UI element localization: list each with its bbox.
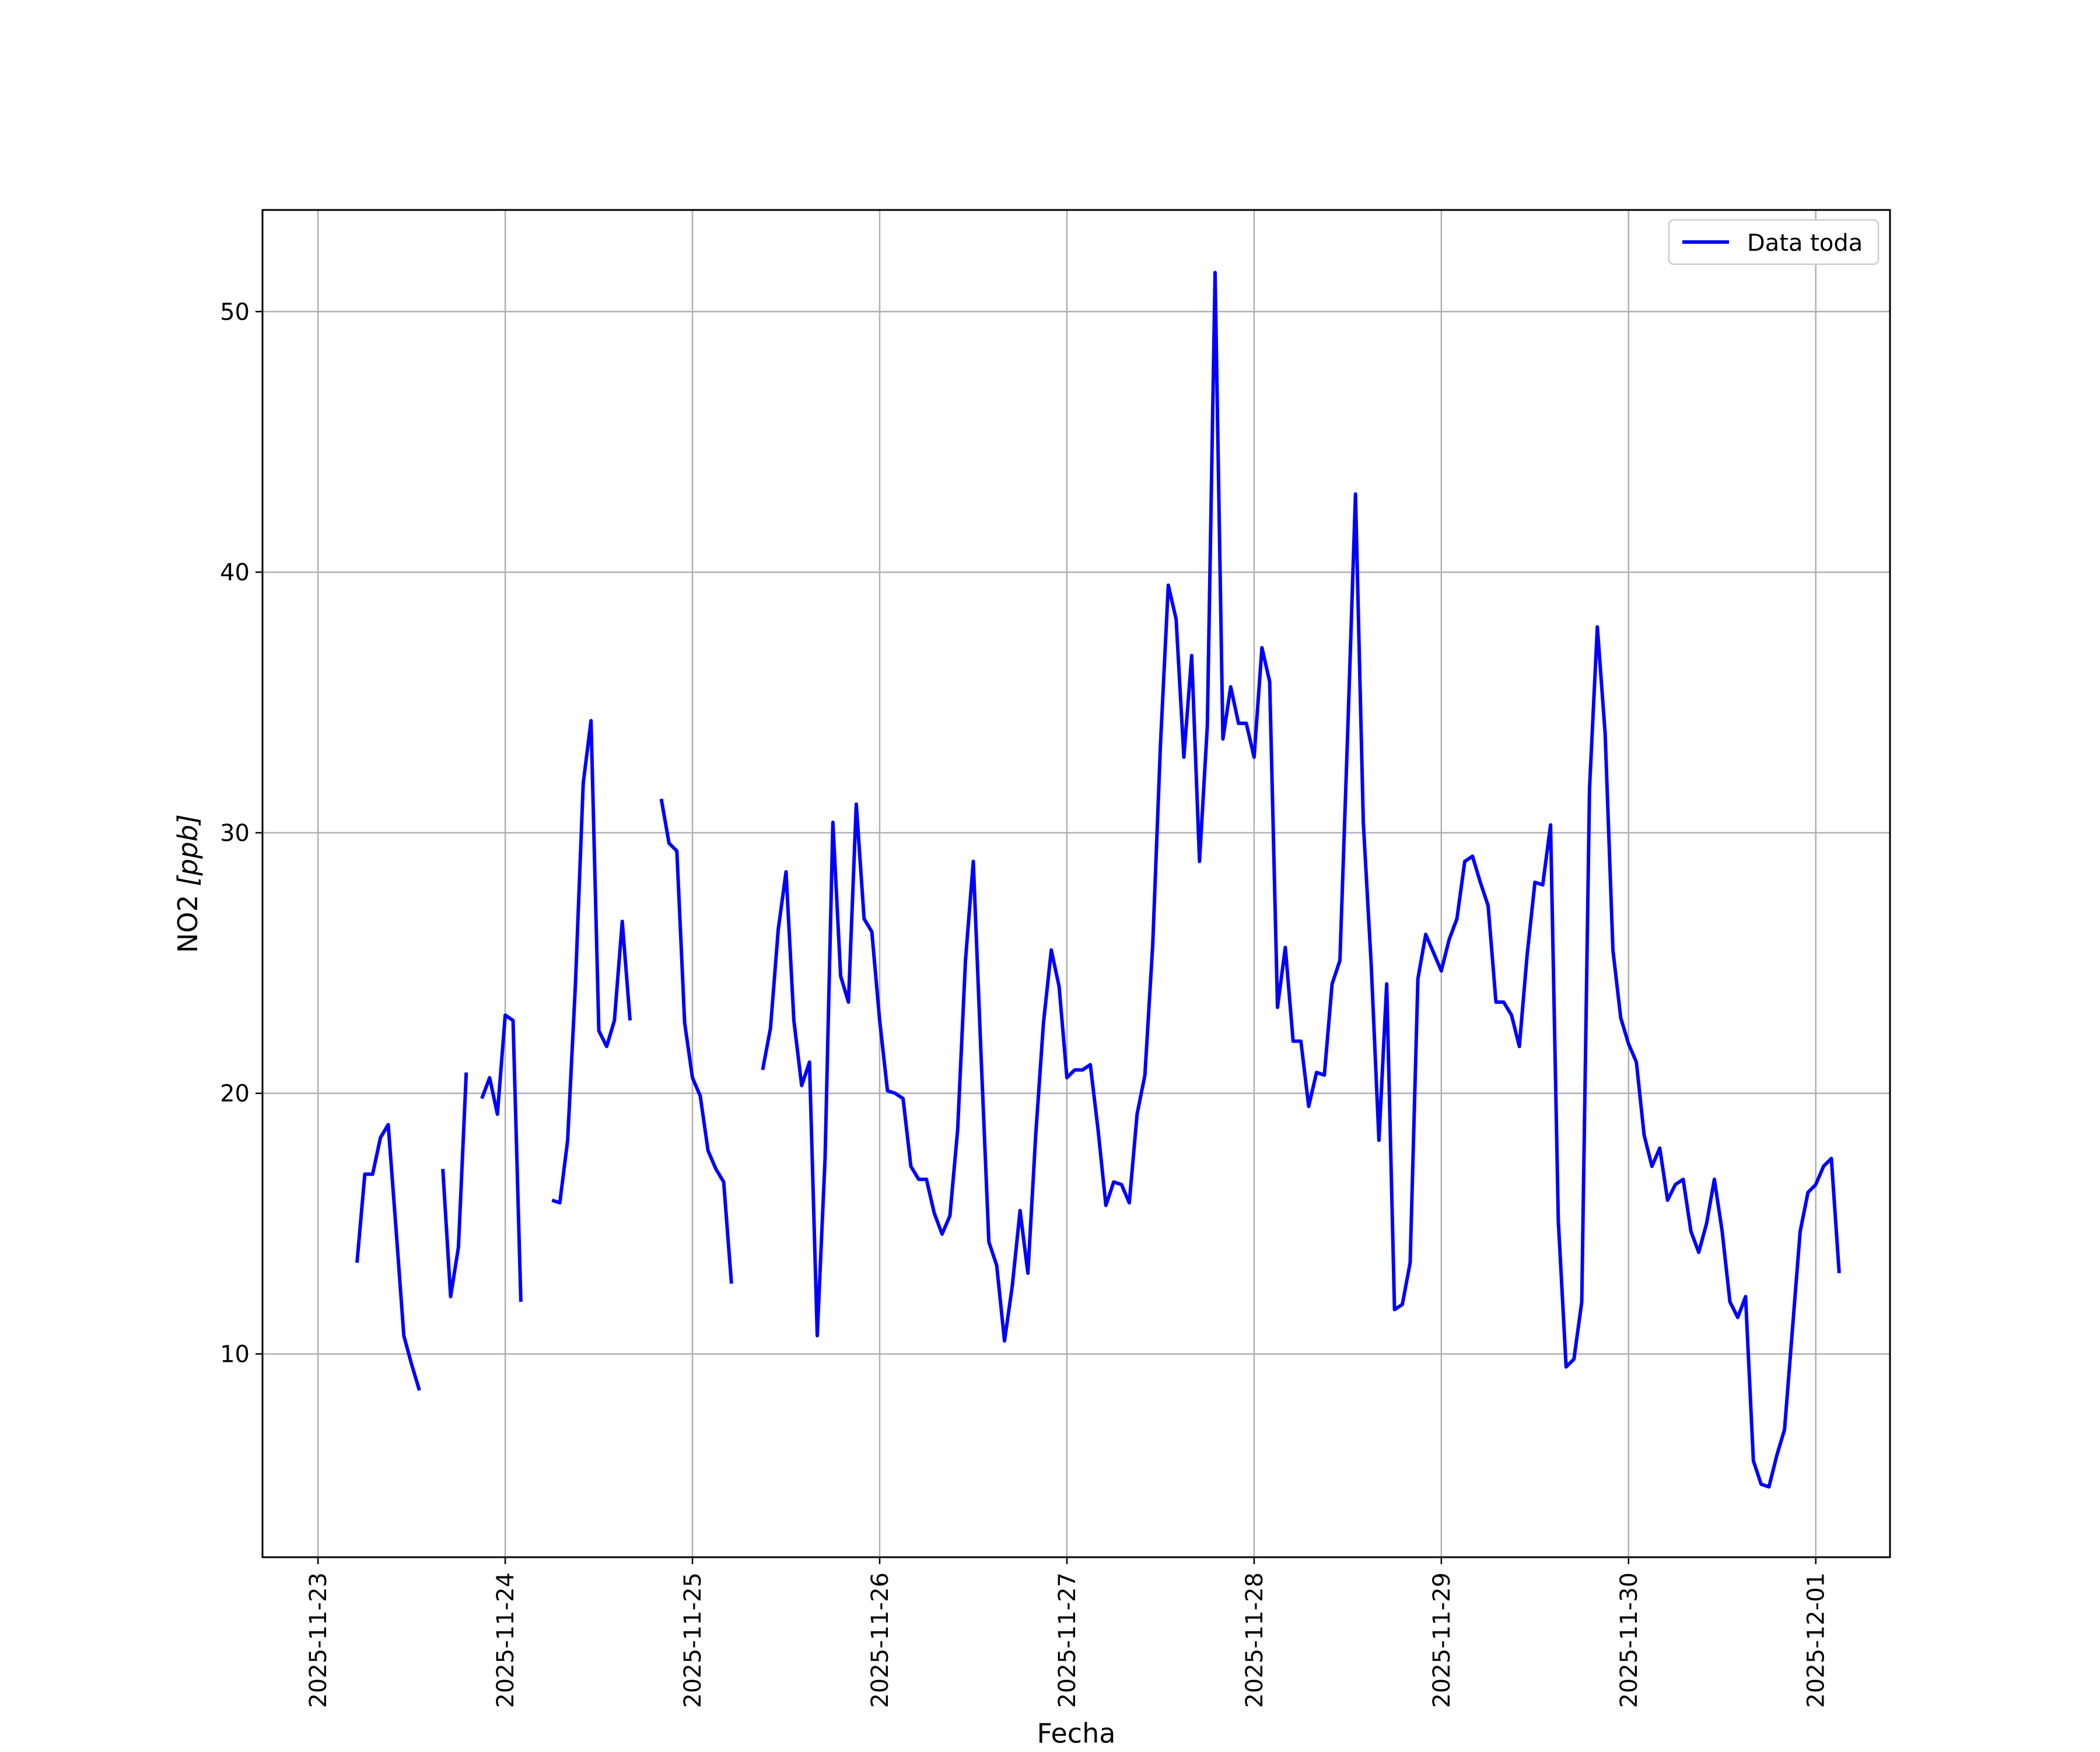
y-tick-label: 30 xyxy=(220,820,250,847)
x-tick-label: 2025-11-27 xyxy=(1054,1572,1081,1708)
x-tick-label: 2025-11-26 xyxy=(867,1572,894,1708)
x-tick-label: 2025-11-28 xyxy=(1241,1572,1268,1708)
series-line-segment xyxy=(355,1123,421,1391)
plot-frame xyxy=(261,209,1891,1558)
x-tick-label: 2025-11-24 xyxy=(492,1572,519,1708)
y-tick-label: 40 xyxy=(220,559,250,586)
series-line-segment xyxy=(441,1072,468,1299)
series-line-segment xyxy=(659,798,733,1284)
y-tick-label: 20 xyxy=(220,1081,250,1108)
y-axis-label: NO2 [ppb] xyxy=(172,814,204,953)
x-tick-label: 2025-11-29 xyxy=(1429,1572,1455,1708)
y-axis-label-main: NO2 xyxy=(172,886,204,953)
y-axis-label-unit: [ppb] xyxy=(172,814,204,886)
grid xyxy=(262,210,1890,1557)
x-tick-label: 2025-11-30 xyxy=(1616,1572,1643,1708)
axis-ticks: 2025-11-23 2025-11-24 2025-11-25 2025-11-26… xyxy=(220,299,1830,1708)
x-tick-label: 2025-11-25 xyxy=(680,1572,706,1708)
x-tick-label: 2025-12-01 xyxy=(1803,1572,1830,1708)
series-lines xyxy=(355,271,1841,1489)
legend-label: Data toda xyxy=(1747,230,1863,257)
x-tick-label: 2025-11-23 xyxy=(305,1572,332,1708)
x-axis-label: Fecha xyxy=(1037,1718,1116,1749)
series-line-segment xyxy=(480,1013,523,1302)
legend-box xyxy=(1668,219,1880,265)
series-line-segment xyxy=(761,271,1841,1489)
y-tick-label: 10 xyxy=(220,1341,250,1368)
legend: Data toda xyxy=(1668,219,1880,265)
y-tick-label: 50 xyxy=(220,299,250,325)
series-line-segment xyxy=(551,719,632,1205)
